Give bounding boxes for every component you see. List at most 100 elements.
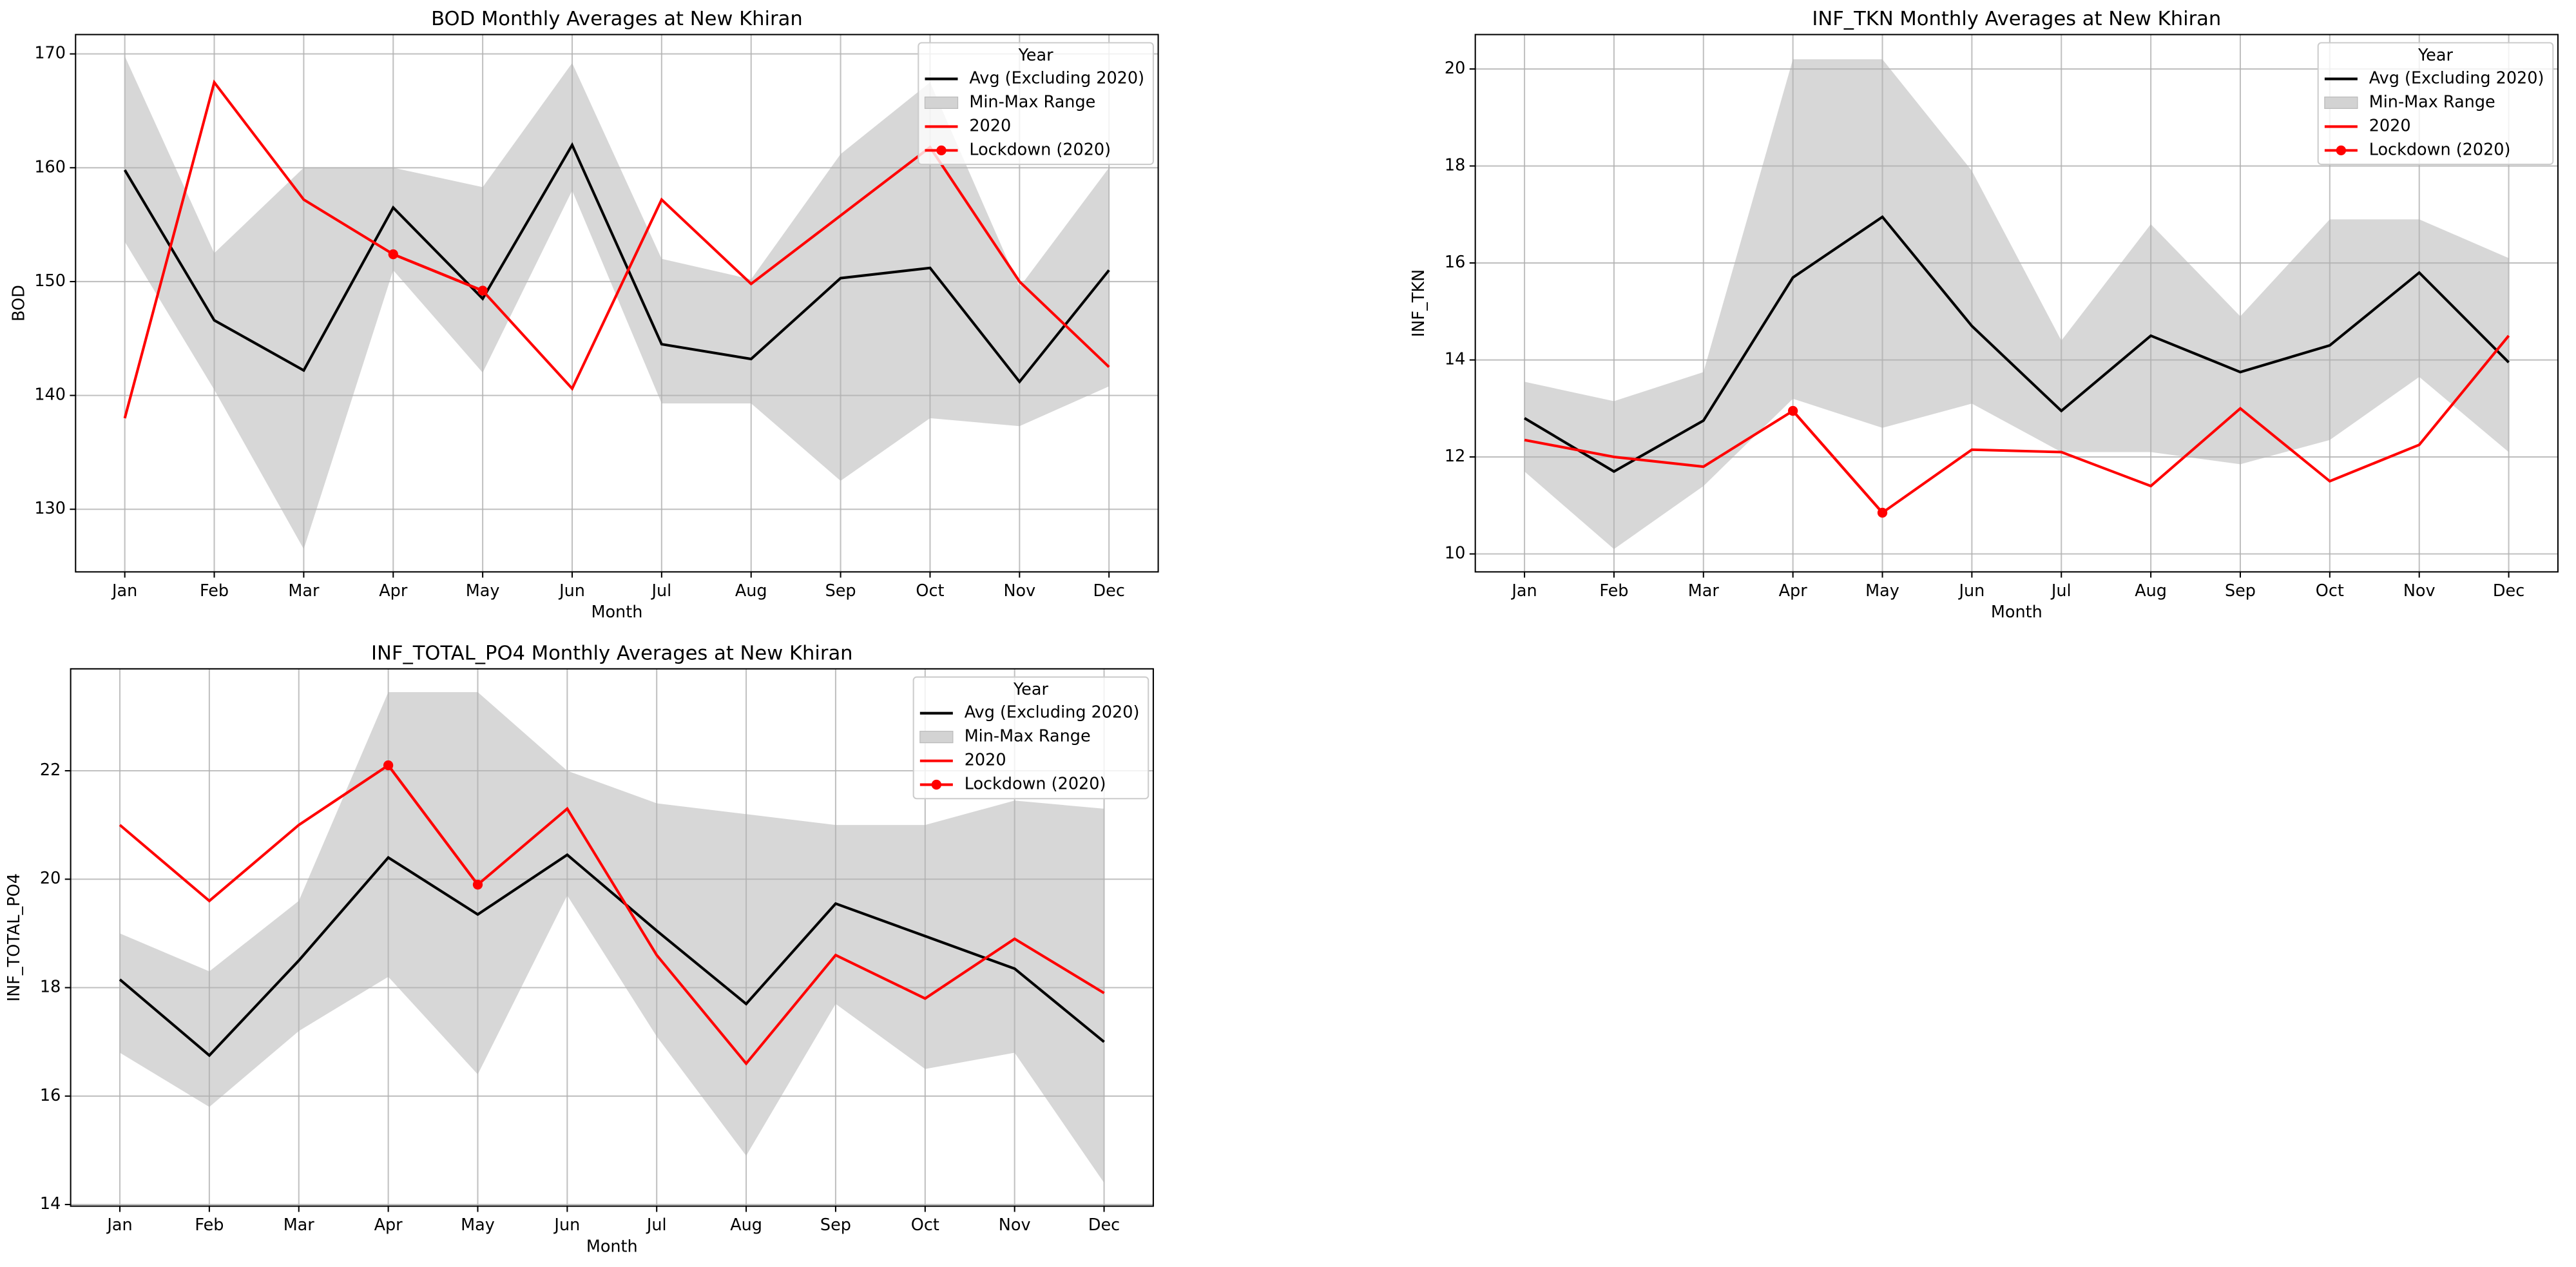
x-tick-label: Oct [916,581,944,601]
x-tick-label: Dec [2493,581,2524,601]
y-tick-label: 12 [1445,447,1465,466]
legend-title: Year [2417,46,2453,65]
x-tick-label: May [461,1215,495,1235]
series-line [1792,410,1884,514]
y-tick-label: 160 [34,157,66,177]
y-tick-label: 18 [1445,156,1465,175]
y-axis-label: INF_TOTAL_PO4 [5,873,24,1001]
x-tick-label: Mar [1688,581,1720,601]
y-tick-label: 10 [1445,544,1465,563]
legend-marker [2336,145,2347,156]
x-tick-label: Jul [646,1215,667,1235]
series-line [123,142,1110,384]
legend-title: Year [1018,46,1053,65]
x-tick-label: Nov [999,1215,1031,1235]
series-line [119,853,1105,1058]
x-tick-label: Mar [288,581,320,601]
legend-label: Avg (Excluding 2020) [969,68,1144,88]
x-tick-label: Dec [1093,581,1125,601]
y-tick-label: 150 [34,271,66,291]
x-tick-label: May [1865,581,1899,601]
legend-label: 2020 [2369,116,2411,135]
chart: 130 140 150 160 170 Jan Feb Mar Apr May Jun Jul Aug S… [10,8,1159,622]
y-axis-label: BOD [10,285,29,322]
y-tick-label: 20 [1445,59,1465,78]
x-tick-label: Aug [730,1215,762,1235]
legend-box [2317,42,2554,166]
series-line [1524,334,2510,515]
series-line [1524,215,2510,473]
legend-swatch [919,731,954,744]
legend-label: Min-Max Range [965,727,1091,746]
series-line [119,763,1105,1066]
x-axis-label: Month [586,1237,638,1256]
axes-frame [1474,34,2559,573]
legend-label: 2020 [965,751,1006,770]
axes-frame [75,34,1159,573]
y-tick-label: 18 [40,978,61,997]
chart: 14 16 18 20 22 Jan Feb Mar Apr May Jun Jul Aug Sep Oct… [5,642,1154,1256]
x-tick-label: Jan [106,1215,132,1235]
legend-swatch [924,96,959,109]
y-tick-label: 16 [1445,253,1465,272]
x-tick-label: Nov [2403,581,2436,601]
x-tick-label: Jan [111,581,137,601]
x-tick-label: Oct [2316,581,2344,601]
legend-label: Lockdown (2020) [965,775,1106,794]
x-tick-label: Mar [284,1215,315,1235]
y-tick-label: 22 [40,760,61,780]
x-tick-label: Jun [553,1215,580,1235]
series-marker [472,880,483,890]
legend-box [918,42,1154,166]
x-tick-label: Jul [650,581,671,601]
x-tick-label: Dec [1088,1215,1120,1235]
x-axis-label: Month [1991,603,2043,622]
x-tick-label: Apr [1779,581,1808,601]
x-tick-label: Apr [379,581,408,601]
y-tick-label: 170 [34,44,66,63]
legend-label: Lockdown (2020) [2369,140,2511,159]
chart: 10 12 14 16 18 20 Jan Feb Mar Apr May Jun Jul Aug Sep O… [1409,8,2559,622]
x-tick-label: Apr [374,1215,403,1235]
x-tick-label: Sep [820,1215,851,1235]
y-tick-label: 16 [40,1086,61,1105]
x-tick-label: Feb [200,581,229,601]
x-tick-label: Jul [2050,581,2071,601]
y-tick-label: 14 [1445,350,1465,369]
x-tick-label: Sep [825,581,856,601]
legend-label: Min-Max Range [2369,92,2495,111]
legend-marker [931,779,942,790]
x-tick-label: Oct [911,1215,939,1235]
x-tick-label: Feb [1599,581,1628,601]
legend-marker [936,145,947,156]
legend-swatch [2324,96,2358,109]
chart-title: BOD Monthly Averages at New Khiran [431,8,803,30]
x-tick-label: Feb [195,1215,224,1235]
x-tick-label: Aug [735,581,767,601]
y-tick-label: 14 [40,1194,61,1214]
range-band [124,56,1110,550]
axes-frame [70,668,1154,1207]
series-marker [1787,405,1798,416]
series-marker [477,285,488,296]
x-tick-label: May [466,581,500,601]
chart-title: INF_TOTAL_PO4 Monthly Averages at New Kh… [371,642,853,664]
x-tick-label: Sep [2225,581,2256,601]
legend-label: 2020 [969,116,1011,135]
y-tick-label: 20 [40,869,61,888]
series-marker [1877,507,1888,518]
series-line [392,253,483,292]
x-tick-label: Nov [1003,581,1035,601]
x-tick-label: Jun [558,581,585,601]
range-band [120,692,1104,1183]
x-axis-label: Month [591,603,642,622]
legend-label: Lockdown (2020) [969,140,1111,159]
legend-label: Avg (Excluding 2020) [965,703,1140,722]
legend-title: Year [1013,680,1048,699]
series-line [123,79,1110,419]
x-tick-label: Jun [1957,581,1985,601]
chart-title: INF_TKN Monthly Averages at New Khiran [1812,8,2221,30]
y-tick-label: 130 [34,499,66,518]
